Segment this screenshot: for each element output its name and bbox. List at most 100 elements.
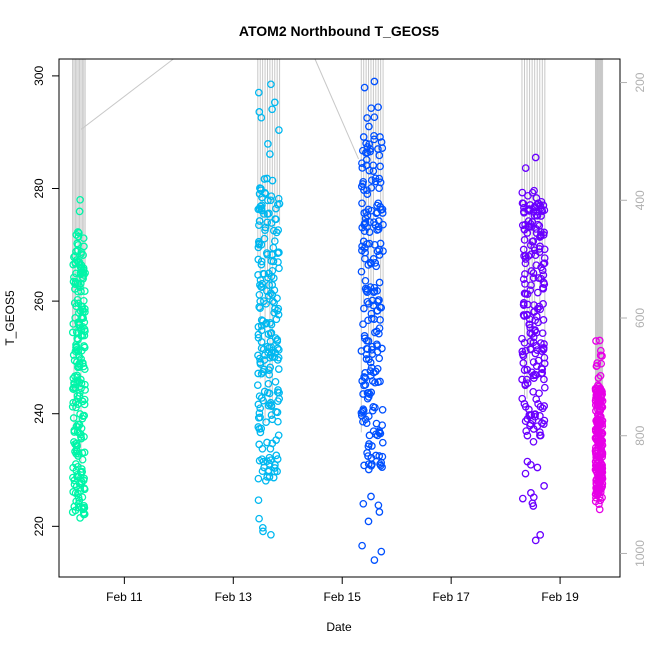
data-point: [375, 428, 384, 437]
data-point: [536, 531, 545, 539]
data-point: [375, 508, 384, 516]
data-point: [376, 239, 385, 248]
data-point: [357, 347, 366, 355]
data-point: [79, 251, 87, 259]
data-point: [367, 454, 376, 462]
data-point: [540, 340, 548, 348]
data-point: [258, 455, 266, 464]
y-tick-label: 280: [32, 178, 46, 198]
data-point: [375, 278, 384, 287]
x-tick-label: Feb 17: [432, 590, 470, 604]
data-point: [75, 260, 84, 269]
data-point: [378, 405, 387, 414]
data-point: [364, 393, 373, 401]
data-point: [255, 217, 264, 225]
data-point: [73, 246, 82, 255]
data-point: [535, 245, 544, 253]
data-point: [518, 199, 527, 208]
data-point: [258, 467, 267, 476]
data-point: [77, 325, 86, 334]
data-point: [519, 207, 528, 216]
data-point: [367, 492, 375, 501]
data-point: [257, 202, 265, 211]
data-point: [525, 320, 534, 329]
data-point: [530, 246, 539, 255]
data-point: [254, 413, 263, 422]
data-point: [270, 467, 279, 476]
data-point: [530, 186, 538, 195]
data-point: [373, 364, 382, 373]
data-point: [274, 353, 283, 362]
data-point: [266, 150, 274, 158]
data-point: [271, 377, 280, 386]
data-point: [369, 301, 378, 310]
data-point: [360, 244, 369, 252]
data-point: [376, 162, 384, 171]
data-point: [255, 290, 264, 299]
data-point: [531, 153, 540, 162]
data-point: [526, 286, 535, 295]
data-point: [540, 206, 549, 215]
y2-tick-label: 200: [633, 72, 647, 92]
data-point: [77, 355, 85, 363]
data-point: [523, 379, 532, 388]
x-tick-label: Feb 19: [541, 590, 579, 604]
data-point: [526, 345, 535, 353]
data-point: [368, 296, 377, 305]
data-point: [375, 324, 384, 333]
y2-tick-label: 600: [633, 308, 647, 328]
data-point: [371, 177, 380, 186]
data-point: [538, 369, 547, 377]
data-point: [258, 523, 267, 532]
y2-tick-label: 1000: [633, 540, 647, 567]
data-point: [371, 403, 379, 412]
data-point: [527, 267, 536, 275]
data-point: [536, 431, 545, 440]
data-point: [594, 405, 602, 414]
data-point: [267, 411, 276, 419]
data-point: [255, 409, 264, 417]
data-point: [537, 263, 545, 272]
data-point: [256, 304, 264, 313]
data-point: [370, 283, 379, 292]
data-point: [593, 446, 602, 455]
data-point: [68, 508, 77, 516]
data-point: [595, 505, 604, 514]
data-point: [255, 354, 264, 363]
data-point: [376, 377, 384, 386]
data-point: [366, 367, 375, 375]
data-point: [255, 239, 263, 248]
data-point: [593, 359, 602, 367]
data-point: [376, 178, 385, 187]
data-point: [269, 346, 277, 355]
data-point: [274, 226, 283, 234]
data-point: [72, 344, 80, 352]
data-point: [270, 286, 279, 295]
series-5: [591, 336, 607, 514]
data-point: [71, 278, 80, 286]
data-point: [275, 126, 283, 134]
data-point: [268, 291, 277, 299]
data-point: [524, 223, 533, 231]
data-point: [518, 347, 527, 356]
data-point: [533, 288, 542, 297]
data-point: [377, 547, 386, 556]
data-point: [361, 276, 370, 285]
data-point: [521, 469, 530, 478]
data-point: [263, 438, 271, 447]
data-point: [70, 273, 78, 282]
data-point: [591, 497, 600, 506]
data-point: [539, 231, 548, 239]
data-point: [520, 236, 529, 244]
data-point: [596, 418, 605, 427]
y-axis-label: T_GEOS5: [3, 290, 17, 346]
data-point: [519, 352, 528, 360]
data-point: [78, 305, 87, 314]
data-point: [533, 463, 542, 472]
data-point: [358, 164, 367, 172]
data-point: [77, 465, 86, 473]
data-point: [360, 332, 369, 340]
data-point: [359, 320, 367, 329]
data-point: [524, 191, 532, 200]
data-point: [72, 441, 81, 450]
